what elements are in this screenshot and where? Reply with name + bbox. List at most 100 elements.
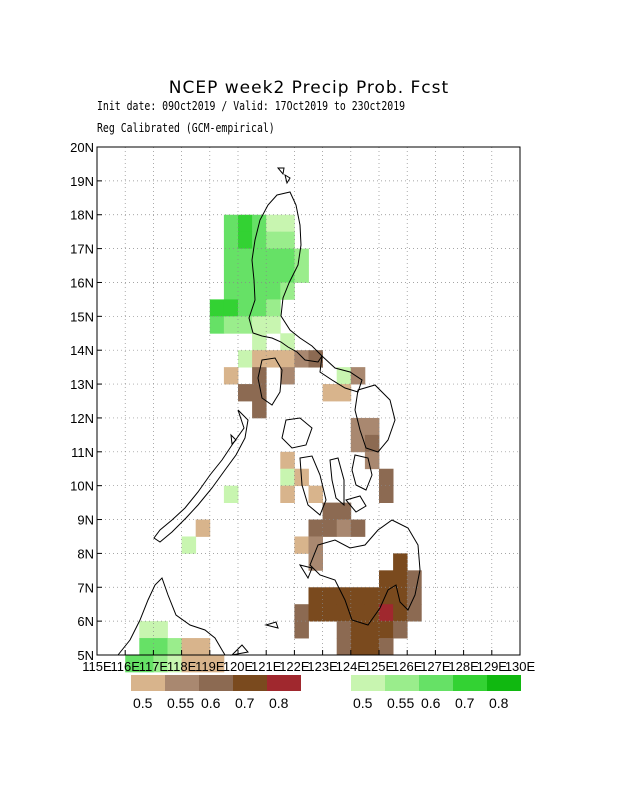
legend-swatch bbox=[385, 675, 419, 691]
probability-cell bbox=[393, 587, 408, 605]
probability-cell bbox=[322, 502, 338, 520]
legend-swatch bbox=[351, 675, 385, 691]
legend-label: 0.5 bbox=[133, 695, 153, 711]
latitude-tick-label: 5N bbox=[77, 648, 94, 663]
probability-cell bbox=[379, 621, 394, 639]
legend-label: 0.55 bbox=[167, 695, 195, 711]
legend-label: 0.6 bbox=[201, 695, 221, 711]
longitude-tick-label: 119E bbox=[195, 659, 225, 674]
probability-cell bbox=[195, 638, 211, 656]
probability-cell bbox=[139, 655, 154, 673]
probability-cell bbox=[252, 384, 267, 402]
longitude-tick-label: 115E bbox=[82, 659, 112, 674]
panay-coastline bbox=[281, 417, 313, 449]
probability-cell bbox=[379, 604, 394, 622]
lat-lon-gridlines bbox=[97, 147, 520, 655]
latitude-tick-label: 20N bbox=[70, 140, 94, 155]
probability-cell bbox=[350, 621, 366, 639]
mindanao-coastline bbox=[309, 519, 421, 626]
probability-cell bbox=[407, 570, 422, 588]
latitude-tick-label: 16N bbox=[70, 275, 94, 290]
probability-cell bbox=[294, 621, 309, 639]
probability-cell bbox=[153, 621, 168, 639]
probability-cell bbox=[238, 248, 253, 266]
legend-swatch bbox=[267, 675, 301, 691]
wet-probability-colorbar bbox=[351, 675, 521, 691]
probability-cell bbox=[294, 265, 309, 283]
probability-cell bbox=[336, 621, 352, 639]
probability-cell bbox=[252, 367, 267, 385]
probability-cell bbox=[350, 417, 366, 436]
legend-swatch bbox=[131, 675, 165, 691]
probability-cell bbox=[364, 417, 380, 436]
probability-cell bbox=[407, 604, 422, 622]
probability-cell bbox=[364, 638, 380, 656]
probability-cell bbox=[167, 638, 182, 656]
method-subtitle: Reg Calibrated (GCM-empirical) bbox=[97, 121, 275, 135]
probability-cell bbox=[223, 367, 239, 385]
probability-cell bbox=[322, 604, 338, 622]
probability-cell bbox=[280, 231, 295, 249]
legend-swatch bbox=[453, 675, 487, 691]
probability-cell bbox=[308, 553, 323, 571]
probability-cell bbox=[223, 265, 239, 283]
probability-cell bbox=[266, 282, 281, 300]
probability-cell bbox=[379, 638, 394, 656]
probability-cell bbox=[223, 214, 239, 233]
probability-cell bbox=[139, 638, 154, 656]
probability-cell bbox=[379, 485, 394, 503]
forecast-dates-subtitle: Init date: 09Oct2019 / Valid: 17Oct2019 … bbox=[97, 99, 406, 113]
probability-cell bbox=[308, 604, 323, 622]
probability-cell bbox=[350, 587, 366, 605]
probability-cell bbox=[350, 519, 366, 537]
probability-cell bbox=[364, 434, 380, 453]
probability-cell bbox=[252, 333, 267, 351]
probability-cell bbox=[223, 231, 239, 249]
bohol-coastline bbox=[345, 495, 367, 513]
longitude-tick-label: 122E bbox=[279, 659, 310, 674]
probability-cell bbox=[308, 485, 323, 503]
probability-cell bbox=[266, 265, 281, 283]
probability-cell bbox=[280, 468, 295, 487]
latitude-tick-label: 13N bbox=[70, 377, 94, 392]
probability-cell bbox=[181, 655, 197, 673]
probability-cell bbox=[336, 638, 352, 656]
longitude-tick-label: 130E bbox=[505, 659, 536, 674]
probability-cell bbox=[252, 248, 267, 266]
probability-cell bbox=[350, 604, 366, 622]
probability-cell bbox=[238, 231, 253, 249]
latitude-tick-label: 9N bbox=[77, 513, 94, 528]
latitude-tick-label: 8N bbox=[77, 546, 94, 561]
latitude-tick-label: 17N bbox=[70, 242, 94, 257]
islands-coastline bbox=[230, 167, 313, 656]
probability-cell bbox=[238, 282, 253, 300]
probability-cell bbox=[280, 485, 295, 503]
longitude-tick-label: 117E bbox=[139, 659, 169, 674]
probability-cell bbox=[238, 350, 253, 368]
longitude-tick-label: 120E bbox=[223, 659, 254, 674]
probability-cell bbox=[252, 299, 267, 317]
probability-cell bbox=[238, 265, 253, 283]
probability-cell bbox=[364, 621, 380, 639]
legend-label: 0.7 bbox=[455, 695, 475, 711]
probability-cell bbox=[238, 299, 253, 317]
probability-cell bbox=[280, 367, 295, 385]
map-title: NCEP week2 Precip Prob. Fcst bbox=[168, 78, 450, 98]
probability-cell bbox=[252, 316, 267, 334]
probability-cell bbox=[266, 316, 281, 334]
probability-cell bbox=[252, 350, 267, 368]
probability-cell bbox=[167, 655, 182, 673]
latitude-tick-label: 19N bbox=[70, 174, 94, 189]
legend-swatch bbox=[487, 675, 521, 691]
probability-cell bbox=[238, 214, 253, 233]
probability-cell bbox=[364, 604, 380, 622]
legend-label: 0.5 bbox=[353, 695, 373, 711]
probability-cell bbox=[223, 248, 239, 266]
probability-cell bbox=[280, 214, 295, 233]
samar-coastline bbox=[354, 384, 396, 453]
palawan-coastline bbox=[153, 409, 249, 543]
probability-cell bbox=[181, 638, 197, 656]
longitude-tick-labels: 115E116E117E118E119E120E121E122E123E124E… bbox=[82, 650, 536, 674]
probability-cell bbox=[280, 248, 295, 266]
